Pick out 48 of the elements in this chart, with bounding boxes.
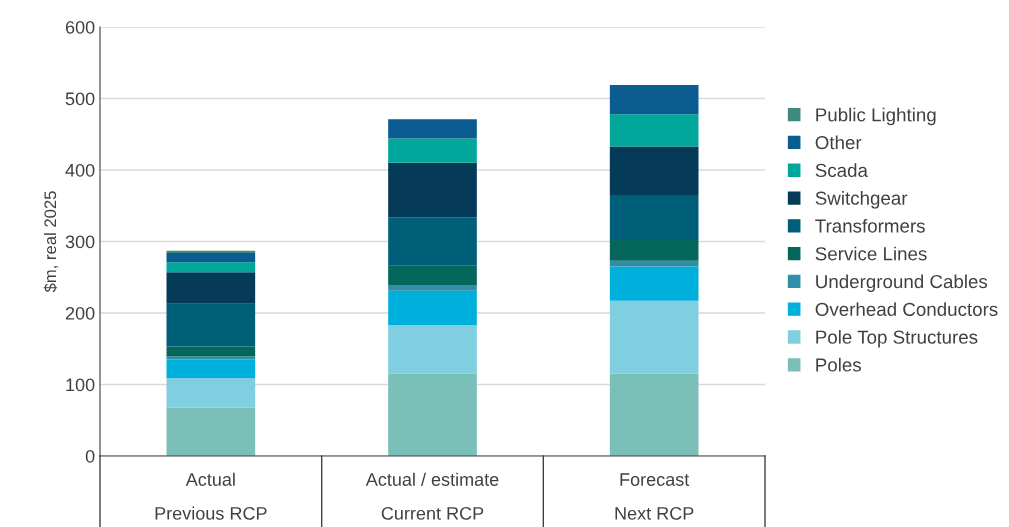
legend-label: Switchgear xyxy=(815,191,908,209)
bar xyxy=(388,373,477,456)
bar xyxy=(166,378,256,408)
bar xyxy=(609,373,699,456)
bar xyxy=(388,119,477,139)
bar xyxy=(166,250,256,253)
x-tick-label: Actual / estimate Current RCP xyxy=(365,472,499,520)
bar xyxy=(388,217,477,266)
bar xyxy=(166,252,256,263)
bar xyxy=(609,300,699,374)
y-tick-label: 300 xyxy=(65,235,95,249)
legend-label: Other xyxy=(815,135,862,150)
bar xyxy=(609,114,699,147)
bar xyxy=(609,260,699,267)
y-tick-label: 100 xyxy=(66,378,95,392)
bar xyxy=(388,285,477,291)
bar xyxy=(388,138,477,163)
legend-label: Poles xyxy=(816,357,861,372)
bar xyxy=(166,262,256,273)
bar xyxy=(388,265,477,286)
legend-label: Service Lines xyxy=(815,246,927,261)
x-tick-label: Forecast Next RCP xyxy=(615,473,694,520)
bar xyxy=(609,240,699,261)
y-tick-label: 200 xyxy=(65,306,95,320)
legend-label: Scada xyxy=(815,163,868,178)
bar xyxy=(166,303,256,347)
bar xyxy=(388,325,477,374)
legend-label: Pole Top Structures xyxy=(816,330,978,348)
bar xyxy=(609,195,699,241)
y-tick-label: 600 xyxy=(65,20,95,34)
bar xyxy=(609,266,699,301)
bar xyxy=(388,162,477,218)
bar xyxy=(166,272,256,304)
legend-label: Overhead Conductors xyxy=(815,302,998,317)
y-tick-label: 500 xyxy=(65,92,95,106)
bar xyxy=(609,146,699,196)
bar xyxy=(609,84,699,115)
y-axis-title: $m, real 2025 xyxy=(43,191,59,293)
y-tick-label: 0 xyxy=(85,449,95,463)
bar xyxy=(166,346,256,357)
bar xyxy=(166,359,256,379)
bar xyxy=(388,290,477,326)
bar xyxy=(166,407,256,456)
y-tick-label: 400 xyxy=(65,163,95,177)
legend-label: Transformers xyxy=(815,218,925,233)
x-tick-label: Actual Previous RCP xyxy=(155,472,267,520)
legend-label: Underground Cables xyxy=(816,274,988,292)
legend-label: Public Lighting xyxy=(816,107,936,126)
